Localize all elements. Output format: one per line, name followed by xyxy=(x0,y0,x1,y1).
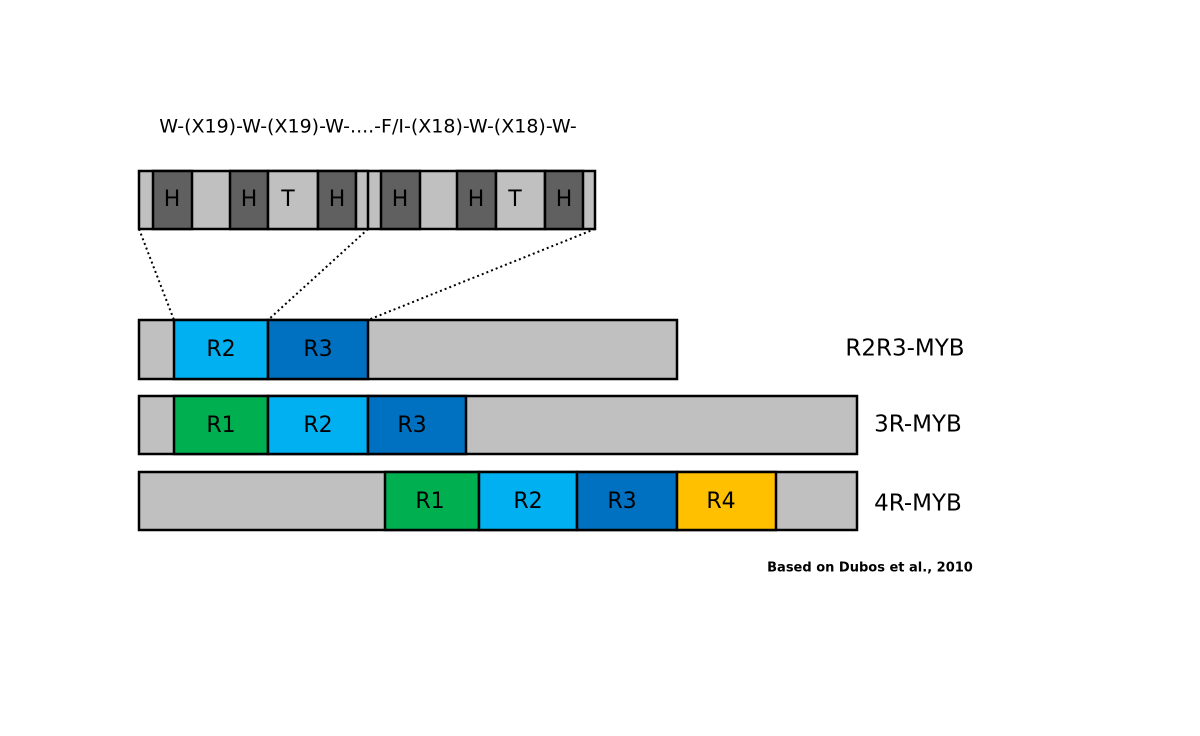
domain-label: R1 xyxy=(415,489,444,514)
domain xyxy=(172,394,270,456)
helix xyxy=(455,169,498,231)
protein-name: 4R-MYB xyxy=(874,491,962,517)
domain-label: R2 xyxy=(303,413,332,438)
helix xyxy=(151,169,194,231)
zoom-line xyxy=(267,228,369,321)
citation: Based on Dubos et al., 2010 xyxy=(767,561,973,576)
segment-label: H xyxy=(329,187,346,212)
domain-label: R3 xyxy=(607,489,636,514)
turn xyxy=(494,169,547,231)
segment-label: H xyxy=(164,187,181,212)
domain-label: R2 xyxy=(206,337,235,362)
domain xyxy=(266,318,370,381)
segment-label: H xyxy=(392,187,409,212)
motif: W-(X19)-W-(X19)-W-....-F/I-(X18)-W-(X18)… xyxy=(159,116,577,138)
zoom-line xyxy=(367,228,596,321)
protein-name: 3R-MYB xyxy=(874,412,962,438)
domain xyxy=(477,470,579,532)
domain-label: R1 xyxy=(206,413,235,438)
domain-label: R3 xyxy=(303,337,332,362)
domain-label: R2 xyxy=(513,489,542,514)
domain xyxy=(675,470,778,532)
repeat-detail: H H T H H H T H xyxy=(137,169,597,231)
protein-r2r3: R2 R3 R2R3-MYB xyxy=(137,318,965,381)
zoom-line xyxy=(138,228,175,321)
domain xyxy=(366,394,468,456)
segment-label: T xyxy=(280,187,295,212)
helix xyxy=(379,169,422,231)
domain-label: R4 xyxy=(706,489,735,514)
protein-4r: R1 R2 R3 R4 4R-MYB xyxy=(137,470,962,532)
helix xyxy=(228,169,270,231)
linker xyxy=(354,169,370,231)
domain xyxy=(575,470,679,532)
segment-label: H xyxy=(241,187,258,212)
helix xyxy=(543,169,585,231)
protein-name: R2R3-MYB xyxy=(845,336,964,362)
segment-label: T xyxy=(507,187,522,212)
helix xyxy=(316,169,358,231)
segment-label: H xyxy=(556,187,573,212)
segment-label: H xyxy=(468,187,485,212)
protein-3r: R1 R2 R3 3R-MYB xyxy=(137,394,962,456)
domain-label: R3 xyxy=(397,413,426,438)
